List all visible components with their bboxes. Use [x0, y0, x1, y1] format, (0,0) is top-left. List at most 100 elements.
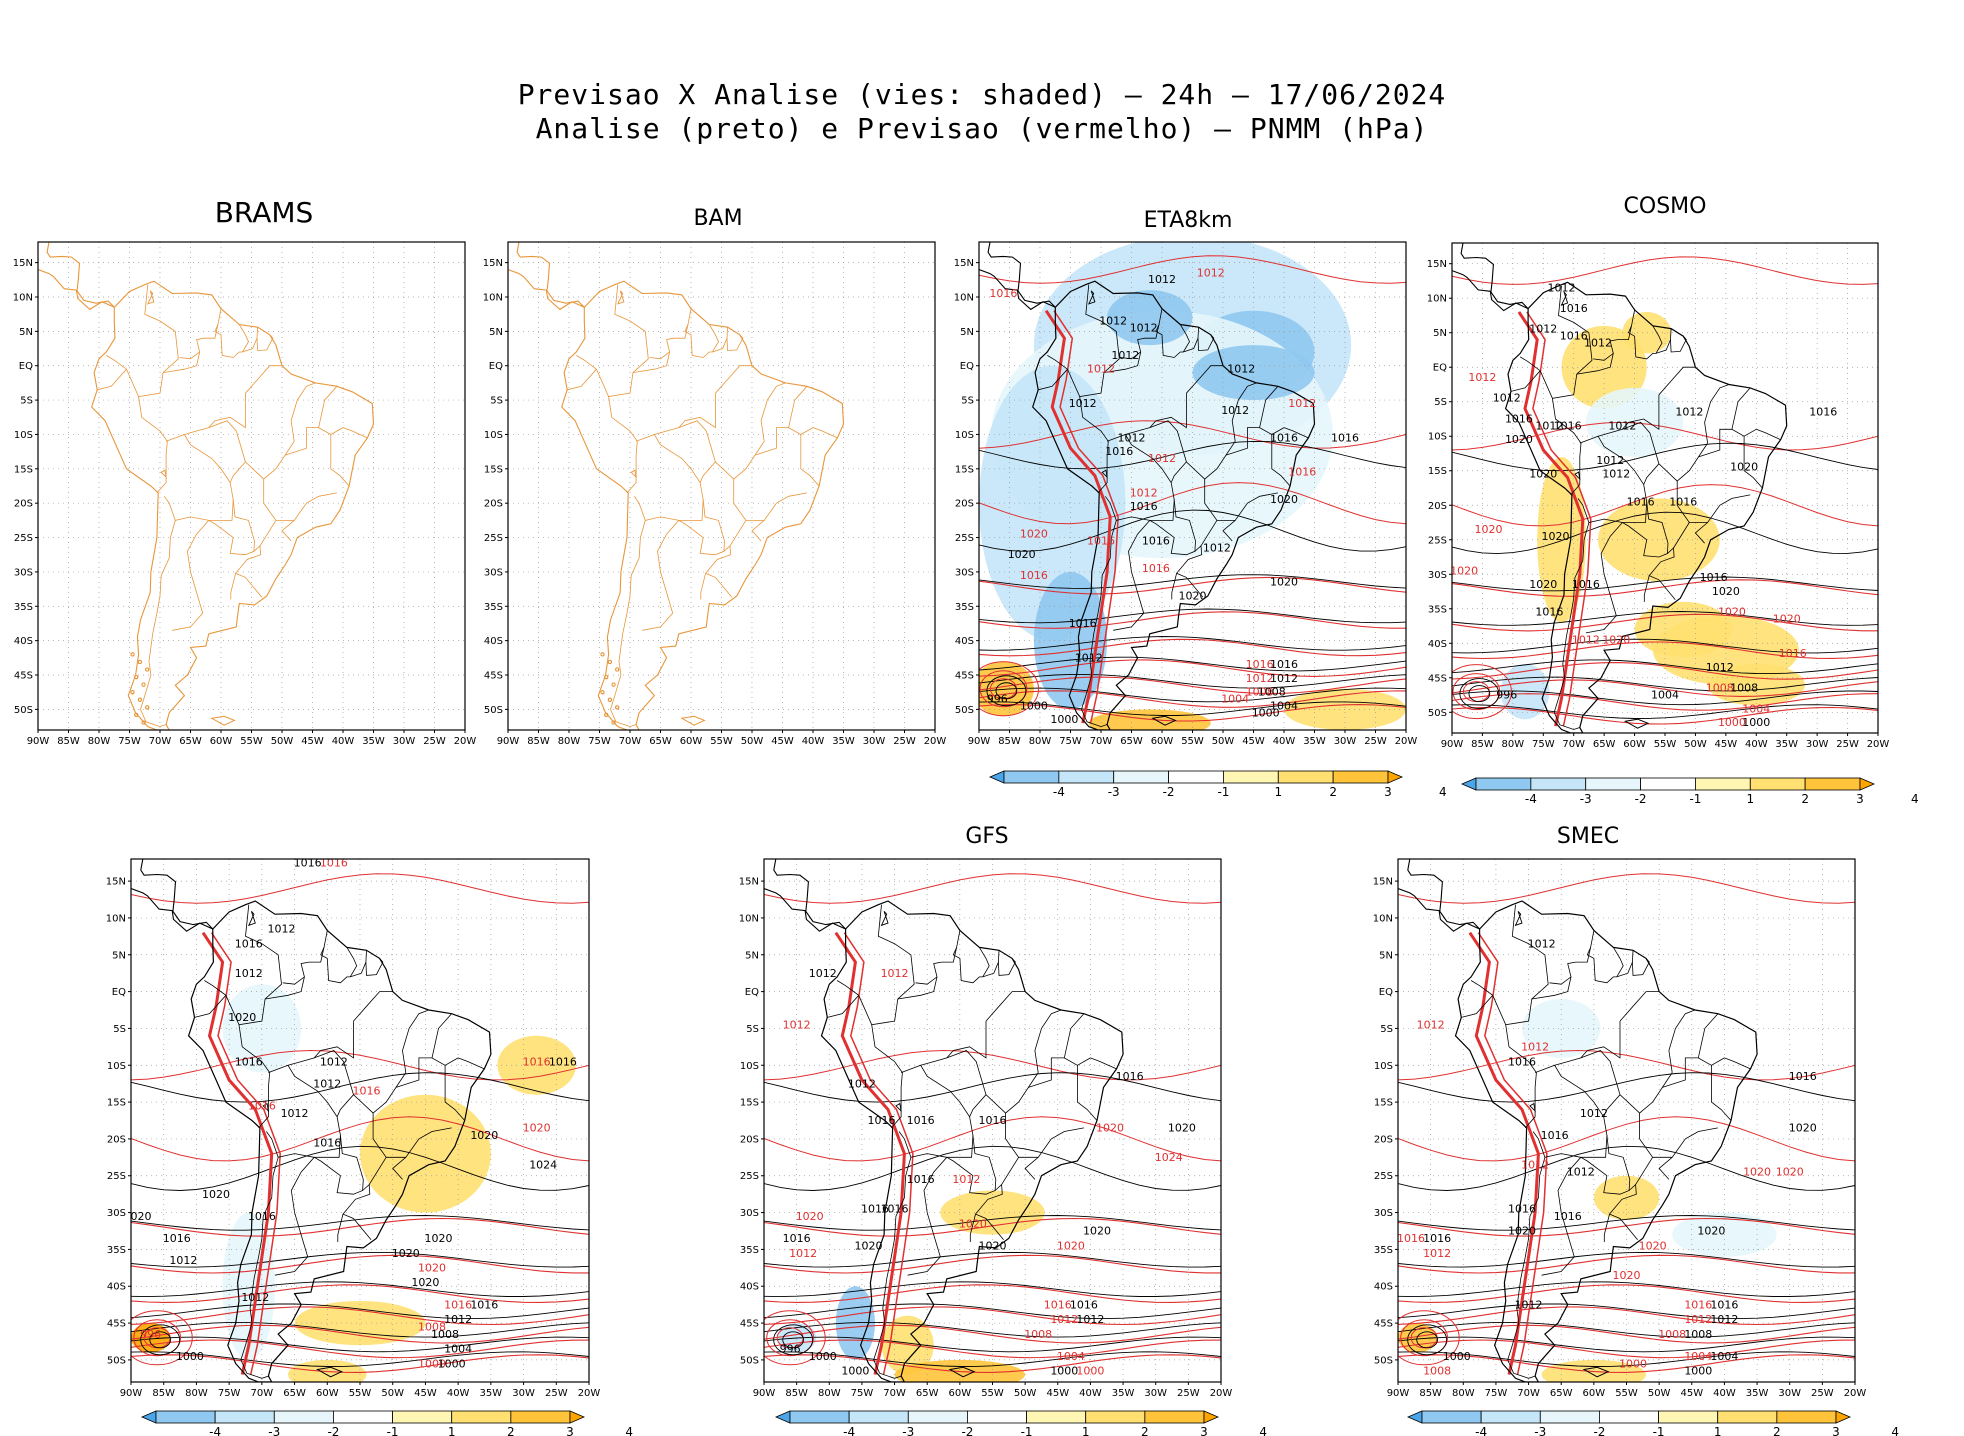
isobar-label: 1020 — [796, 1210, 824, 1223]
lon-tick-label: 75W — [1532, 739, 1555, 750]
lon-tick-label: 85W — [998, 736, 1021, 747]
isobar-label: 1020 — [1613, 1269, 1641, 1282]
isobar-label: 1016 — [444, 1298, 472, 1311]
panel-map-brams — [38, 242, 465, 730]
falkland-islands — [210, 715, 236, 726]
lon-tick-label: 20W — [1210, 1388, 1233, 1399]
country-border — [649, 324, 689, 360]
isobar-label: 1004 — [1221, 693, 1249, 706]
lon-tick-label: 60W — [949, 1388, 972, 1399]
lat-tick-label: 10S — [740, 1061, 759, 1072]
isobar-label: 1016 — [1069, 617, 1097, 630]
south-america-coastline — [561, 280, 845, 730]
colorbar-cell — [1599, 1410, 1659, 1424]
isobar-label: 1016 — [1627, 495, 1655, 508]
isobar-label: 1020 — [1450, 564, 1478, 577]
archipelago-island — [615, 705, 620, 710]
isobar-label: 1016 — [1809, 406, 1837, 419]
falkland-islands — [1151, 715, 1177, 726]
isobar-label: 1000 — [176, 1350, 204, 1363]
isobar-label: 1000 — [1020, 699, 1048, 712]
colorbar-label: -3 — [1108, 785, 1120, 799]
isobar-label: 1012 — [809, 967, 837, 980]
isobar-label: 1016 — [294, 856, 322, 869]
colorbar-label: -1 — [1689, 792, 1701, 806]
lake-outline — [160, 469, 167, 479]
south-america-coastline — [187, 900, 492, 1382]
country-border — [1120, 324, 1160, 360]
lat-tick-label: 5S — [1380, 1024, 1393, 1035]
colorbar-cell — [1058, 770, 1115, 784]
lat-tick-label: 25S — [1374, 1171, 1393, 1182]
isobar-label: 1012 — [1130, 486, 1158, 499]
isobar-label: 1008 — [1423, 1365, 1451, 1378]
lon-tick-label: 85W — [785, 1388, 808, 1399]
isobar-label: 1020 — [411, 1276, 439, 1289]
isobar-label: 1016 — [1560, 330, 1588, 343]
south-america-coastline — [1454, 900, 1758, 1382]
lat-tick-label: 15N — [1373, 877, 1393, 888]
country-border — [1038, 368, 1068, 391]
lon-tick-label: 80W — [1502, 739, 1525, 750]
isobar-label: 1020 — [1697, 1225, 1725, 1238]
isobar-label: 1012 — [952, 1173, 980, 1186]
axis-labels: 15N 10N 5N EQ 5S 10S 15S 20S 25S 30S 35S 40S 45S 50S 9… — [739, 877, 1233, 1399]
country-border — [1586, 930, 1634, 984]
isobar-label: 1020 — [523, 1122, 551, 1135]
low-pressure-ring — [782, 1331, 804, 1349]
isobar-label: 1020 — [1730, 461, 1758, 474]
country-border — [314, 1135, 364, 1195]
isobar-label: 1016 — [1541, 1129, 1569, 1142]
isobar-label: 1008 — [1684, 1328, 1712, 1341]
archipelago-island — [604, 675, 609, 680]
forecast-isobar — [131, 1354, 589, 1373]
lon-tick-label: 75W — [1485, 1388, 1508, 1399]
lat-tick-label: 5N — [19, 327, 33, 338]
isobar-label: 1016 — [1779, 647, 1807, 660]
lon-tick-label: 90W — [27, 736, 50, 747]
isobar-label: 1016 — [868, 1114, 896, 1127]
isobar-label: 1016 — [1070, 1298, 1098, 1311]
colorbar-bottom1: -4 -3 -2 -1 1 2 3 4 — [140, 1410, 633, 1436]
isobar-label: 1016 — [1288, 466, 1316, 479]
panel-frame — [507, 241, 936, 731]
low-pressure-ring — [1398, 1310, 1460, 1366]
isobar-label: 1020 — [1602, 633, 1630, 646]
isobar-label: 1020 — [202, 1188, 230, 1201]
central-america-coastline — [131, 887, 214, 932]
archipelago-island — [600, 690, 605, 695]
isobar-label: 1012 — [1521, 1041, 1549, 1054]
analysis-isobar — [1452, 611, 1878, 626]
panel-brams: 15N 10N 5N EQ 5S 10S 15S 20S 25S 30S 35S 40S 45S 50S 9… — [13, 241, 476, 747]
lat-tick-label: 5N — [1379, 950, 1393, 961]
colorbar-cell — [1113, 770, 1169, 784]
colorbar-label: -2 — [961, 1425, 973, 1436]
country-border — [204, 980, 240, 1025]
country-border — [1186, 365, 1223, 394]
colorbar-cell — [1695, 777, 1751, 791]
low-pressure-ring — [995, 682, 1018, 700]
lon-tick-label: 40W — [1745, 739, 1768, 750]
isobar-label: 1016 — [881, 1203, 909, 1216]
country-border — [920, 1021, 987, 1066]
isobar-label: 1016 — [1710, 1298, 1738, 1311]
forecast-isobar — [131, 1254, 589, 1274]
colorbar-right-arrow — [1203, 1410, 1220, 1424]
lon-tick-label: 40W — [802, 736, 825, 747]
isobar-label: 1016 — [979, 1114, 1007, 1127]
isobar-label: 1020 — [1168, 1122, 1196, 1135]
country-border — [1470, 980, 1507, 1025]
forecast-isobar — [764, 1254, 1221, 1274]
analysis-isobar — [1452, 659, 1878, 675]
lon-tick-label: 60W — [210, 736, 233, 747]
lake-outline — [630, 469, 637, 479]
lon-tick-label: 55W — [1181, 736, 1204, 747]
colorbar-cell — [155, 1410, 216, 1424]
lon-tick-label: 90W — [497, 736, 520, 747]
country-border — [1554, 1021, 1621, 1066]
analysis-isobar — [979, 574, 1406, 589]
lat-tick-label: 10N — [1373, 913, 1393, 924]
lon-tick-label: 45W — [1680, 1388, 1703, 1399]
